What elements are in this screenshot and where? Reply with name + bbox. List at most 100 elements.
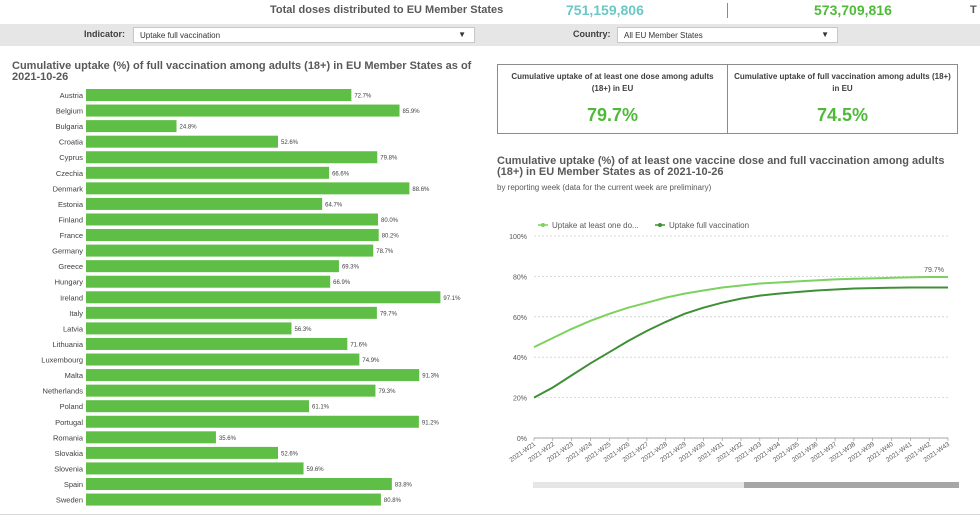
bar-value-label: 74.9% xyxy=(362,358,380,364)
bar-chart-title: Cumulative uptake (%) of full vaccinatio… xyxy=(12,60,472,83)
bar-value-label: 59.6% xyxy=(307,467,325,473)
bar xyxy=(86,478,392,490)
bar-value-label: 79.8% xyxy=(380,156,398,162)
bar-value-label: 56.3% xyxy=(294,327,312,333)
y-tick-label: 100% xyxy=(509,234,527,241)
divider xyxy=(727,3,728,18)
bar xyxy=(86,446,278,459)
bar-value-label: 83.8% xyxy=(395,483,413,489)
bar-value-label: 64.7% xyxy=(325,202,343,208)
bar xyxy=(86,415,419,428)
bar-value-label: 71.6% xyxy=(350,342,368,348)
bar-category-label: Sweden xyxy=(56,496,83,505)
bar xyxy=(86,182,410,195)
bar xyxy=(86,166,330,179)
bar-value-label: 80.0% xyxy=(381,218,399,224)
chart-scrollbar-thumb[interactable] xyxy=(744,482,959,488)
bar-category-label: Slovakia xyxy=(55,449,84,458)
bar-value-label: 85.9% xyxy=(403,109,421,115)
bar-category-label: Lithuania xyxy=(53,340,84,349)
kpi-full-title: Cumulative uptake of full vaccination am… xyxy=(734,72,951,93)
bar-value-label: 91.3% xyxy=(422,374,440,380)
bar-category-label: Luxembourg xyxy=(41,356,83,365)
bar-category-label: Slovenia xyxy=(54,464,84,473)
bar xyxy=(86,104,400,117)
bar xyxy=(86,291,441,304)
bar-category-label: Croatia xyxy=(59,138,84,147)
bar-value-label: 61.1% xyxy=(312,405,330,411)
kpi-one-dose-value: 79.7% xyxy=(586,105,639,125)
legend-marker xyxy=(541,223,545,227)
bar-value-label: 69.3% xyxy=(342,265,360,271)
legend-label: Uptake full vaccination xyxy=(669,221,749,230)
bar xyxy=(86,260,339,273)
bar-category-label: Estonia xyxy=(58,200,84,209)
chevron-down-icon: ▼ xyxy=(458,30,466,39)
bar xyxy=(86,120,177,133)
bar-value-label: 52.6% xyxy=(281,451,299,457)
kpi-one-dose-title: Cumulative uptake of at least one dose a… xyxy=(511,72,714,93)
truncated-label: T xyxy=(970,4,977,16)
bar xyxy=(86,400,310,413)
y-tick-label: 20% xyxy=(513,396,527,403)
total-doses-value: 751,159,806 xyxy=(566,2,644,18)
bar-category-label: Portugal xyxy=(55,418,83,427)
bar-value-label: 35.6% xyxy=(219,436,237,442)
bar-value-label: 52.6% xyxy=(281,140,299,146)
bar xyxy=(86,353,360,366)
bar-category-label: Hungary xyxy=(55,278,84,287)
bar xyxy=(86,322,292,335)
bar-category-label: Austria xyxy=(60,91,84,100)
kpi-full-vaccination: Cumulative uptake of full vaccination am… xyxy=(727,64,958,134)
bar xyxy=(86,275,331,288)
indicator-dropdown[interactable]: Uptake full vaccination ▼ xyxy=(133,27,475,43)
end-value-label: 79.7% xyxy=(924,267,944,274)
bar-value-label: 91.2% xyxy=(422,420,440,426)
bar-category-label: Ireland xyxy=(60,293,83,302)
bar xyxy=(86,151,378,164)
bar-category-label: Netherlands xyxy=(43,387,84,396)
bar-category-label: Greece xyxy=(58,262,83,271)
series-line xyxy=(533,276,948,349)
bar-category-label: France xyxy=(60,231,83,240)
uptake-line-chart: 0%20%40%60%80%100%2021-W212021-W222021-W… xyxy=(509,221,952,464)
bar xyxy=(86,89,352,101)
bar-value-label: 66.9% xyxy=(333,280,351,286)
line-chart-title: Cumulative uptake (%) of at least one va… xyxy=(497,155,945,178)
country-label: Country: xyxy=(573,29,611,39)
country-dropdown[interactable]: All EU Member States ▼ xyxy=(617,27,838,43)
bar-value-label: 80.2% xyxy=(382,234,400,240)
chevron-down-icon: ▼ xyxy=(821,30,829,39)
line-chart-subtitle: by reporting week (data for the current … xyxy=(497,183,712,192)
bar xyxy=(86,493,381,506)
legend-label: Uptake at least one do... xyxy=(552,221,639,230)
bar-category-label: Malta xyxy=(65,371,84,380)
series-line xyxy=(533,286,948,399)
bar-category-label: Czechia xyxy=(56,169,84,178)
bar xyxy=(86,306,377,319)
bar-category-label: Latvia xyxy=(63,324,84,333)
bar-value-label: 97.1% xyxy=(443,296,461,302)
bar-category-label: Belgium xyxy=(56,107,83,116)
country-value: All EU Member States xyxy=(624,31,703,40)
indicator-value: Uptake full vaccination xyxy=(140,31,221,40)
bar-value-label: 79.7% xyxy=(380,311,398,317)
bar xyxy=(86,337,348,350)
bar-value-label: 24.8% xyxy=(180,125,198,131)
bar-category-label: Cyprus xyxy=(59,153,83,162)
filter-bar: Indicator: Uptake full vaccination ▼ Cou… xyxy=(0,24,980,46)
bar xyxy=(86,431,216,444)
uptake-bar-chart: Austria 72.7% Belgium 85.9% Bulgaria 24.8% Cro… xyxy=(41,89,461,506)
y-tick-label: 40% xyxy=(513,355,527,362)
indicator-label: Indicator: xyxy=(84,29,126,39)
bar-category-label: Denmark xyxy=(53,184,84,193)
bar-category-label: Bulgaria xyxy=(55,122,83,131)
kpi-full-value: 74.5% xyxy=(816,105,869,125)
bar-value-label: 72.7% xyxy=(354,94,372,100)
y-tick-label: 60% xyxy=(513,315,527,322)
summary-bar: Total doses distributed to EU Member Sta… xyxy=(0,0,980,22)
bar xyxy=(86,369,420,382)
divider xyxy=(0,514,980,515)
bar xyxy=(86,229,379,242)
bar-category-label: Spain xyxy=(64,480,83,489)
